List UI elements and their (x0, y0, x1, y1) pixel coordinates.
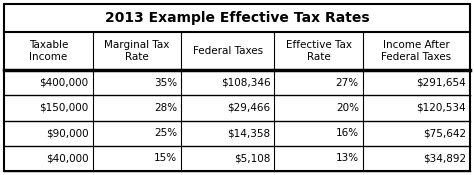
Text: $75,642: $75,642 (423, 128, 466, 138)
Text: 35%: 35% (154, 78, 177, 88)
Text: Taxable
Income: Taxable Income (28, 40, 68, 62)
Text: Income After
Federal Taxes: Income After Federal Taxes (382, 40, 451, 62)
Text: $14,358: $14,358 (227, 128, 270, 138)
Text: $5,108: $5,108 (234, 153, 270, 163)
Text: 16%: 16% (336, 128, 359, 138)
Text: 20%: 20% (336, 103, 359, 113)
Text: $40,000: $40,000 (46, 153, 89, 163)
Text: $400,000: $400,000 (39, 78, 89, 88)
Text: $34,892: $34,892 (423, 153, 466, 163)
Text: $108,346: $108,346 (221, 78, 270, 88)
Text: 27%: 27% (336, 78, 359, 88)
Text: Federal Taxes: Federal Taxes (192, 46, 263, 56)
Text: $150,000: $150,000 (39, 103, 89, 113)
Text: 2013 Example Effective Tax Rates: 2013 Example Effective Tax Rates (105, 11, 369, 25)
Text: $120,534: $120,534 (416, 103, 466, 113)
Text: $291,654: $291,654 (416, 78, 466, 88)
Text: Marginal Tax
Rate: Marginal Tax Rate (104, 40, 170, 62)
Text: $90,000: $90,000 (46, 128, 89, 138)
Text: 25%: 25% (154, 128, 177, 138)
Text: 15%: 15% (154, 153, 177, 163)
Text: $29,466: $29,466 (227, 103, 270, 113)
Text: Effective Tax
Rate: Effective Tax Rate (285, 40, 352, 62)
Text: 13%: 13% (336, 153, 359, 163)
Text: 28%: 28% (154, 103, 177, 113)
